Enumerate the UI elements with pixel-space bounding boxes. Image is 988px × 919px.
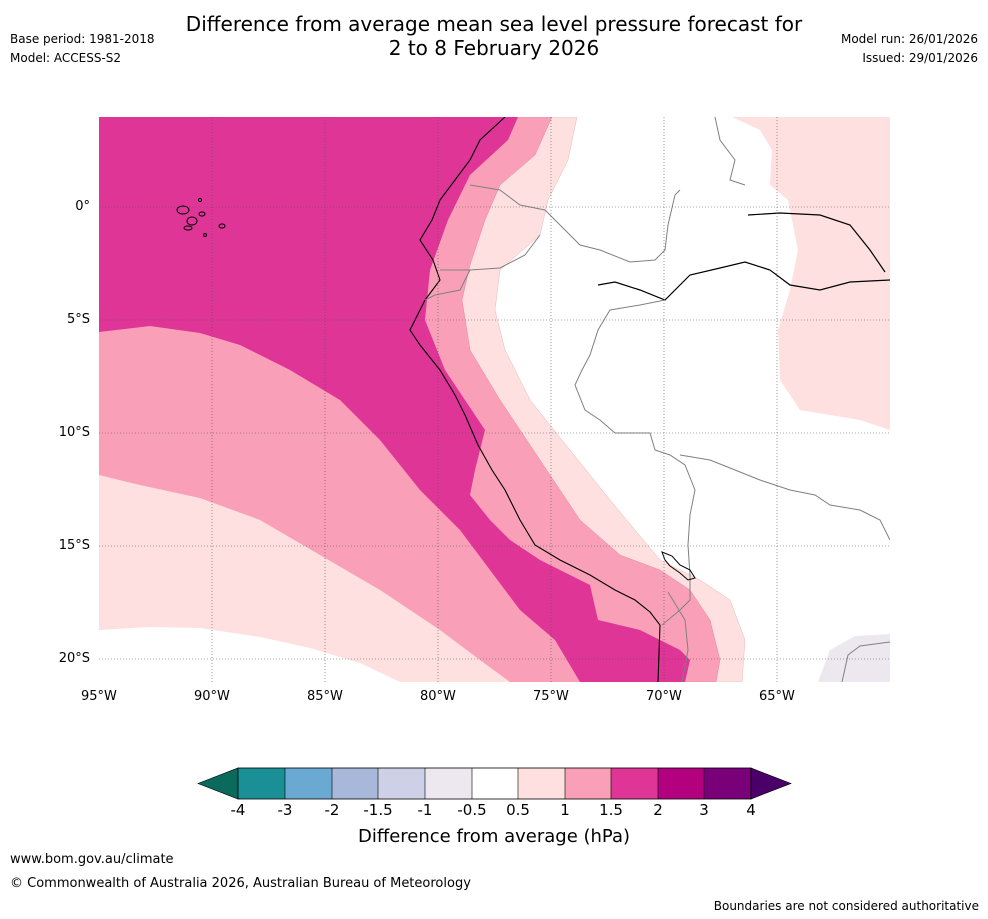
colorbar-swatch <box>378 768 425 799</box>
lon-label-75w: 75°W <box>533 689 569 704</box>
contour-se-neg <box>818 634 890 682</box>
colorbar-label: Difference from average (hPa) <box>357 826 631 847</box>
country-borders <box>424 117 890 682</box>
lat-label-10s: 10°S <box>58 425 90 440</box>
colorbar-tick: 0.5 <box>506 801 530 819</box>
colorbar-swatch <box>611 768 658 799</box>
amazon-river <box>597 261 890 301</box>
website-link[interactable]: www.bom.gov.au/climate <box>10 852 174 867</box>
issued-text: Issued: 29/01/2026 <box>862 51 978 65</box>
copyright-text: © Commonwealth of Australia 2026, Austra… <box>10 876 471 891</box>
colorbar-swatch <box>472 768 518 799</box>
disclaimer-text: Boundaries are not considered authoritat… <box>713 899 979 913</box>
model-text: Model: ACCESS-S2 <box>10 51 122 65</box>
base-period-text: Base period: 1981-2018 <box>10 32 155 46</box>
chart-title-line2: 2 to 8 February 2026 <box>388 36 600 60</box>
graticule <box>99 117 890 682</box>
colorbar-tick: 1 <box>560 801 570 819</box>
colorbar-swatch <box>518 768 565 799</box>
coastline <box>409 117 661 682</box>
contour-sw-neutral <box>99 627 400 682</box>
galapagos-islands <box>176 198 226 237</box>
lake-titicaca <box>661 551 696 581</box>
colorbar-tick: -0.5 <box>457 801 487 819</box>
lat-label-5s: 5°S <box>66 312 90 327</box>
colorbar-swatch <box>332 768 378 799</box>
model-run-text: Model run: 26/01/2026 <box>840 32 978 46</box>
colorbar-extend-min <box>197 767 239 800</box>
lon-label-90w: 90°W <box>194 689 230 704</box>
lat-label-20s: 20°S <box>58 651 90 666</box>
colorbar-swatch <box>704 768 751 799</box>
colorbar-extend-max <box>750 767 792 800</box>
lon-label-95w: 95°W <box>81 689 117 704</box>
lat-label-0: 0° <box>75 199 90 214</box>
lon-label-70w: 70°W <box>646 689 682 704</box>
colorbar-swatch <box>565 768 611 799</box>
pressure-anomaly-map <box>99 117 890 682</box>
colorbar-tick: -1.5 <box>363 801 393 819</box>
colorbar-tick: 4 <box>746 801 756 819</box>
colorbar-tick: -4 <box>230 801 246 819</box>
contour-east-0.5-1 <box>732 117 890 430</box>
chart-title-line1: Difference from average mean sea level p… <box>185 12 803 36</box>
lon-label-65w: 65°W <box>759 689 795 704</box>
colorbar-swatch <box>238 768 285 799</box>
colorbar-tick: -2 <box>324 801 340 819</box>
lon-label-80w: 80°W <box>420 689 456 704</box>
colorbar-swatch <box>425 768 472 799</box>
colorbar-tick: 1.5 <box>599 801 623 819</box>
colorbar-swatch <box>285 768 332 799</box>
colorbar-tick: 3 <box>699 801 709 819</box>
colorbar-tick: -3 <box>277 801 293 819</box>
colorbar-tick: -1 <box>417 801 433 819</box>
lon-label-85w: 85°W <box>307 689 343 704</box>
colorbar-swatch <box>658 768 704 799</box>
northern-river <box>747 212 886 273</box>
colorbar <box>197 767 792 800</box>
colorbar-tick: 2 <box>653 801 663 819</box>
lat-label-15s: 15°S <box>58 538 90 553</box>
